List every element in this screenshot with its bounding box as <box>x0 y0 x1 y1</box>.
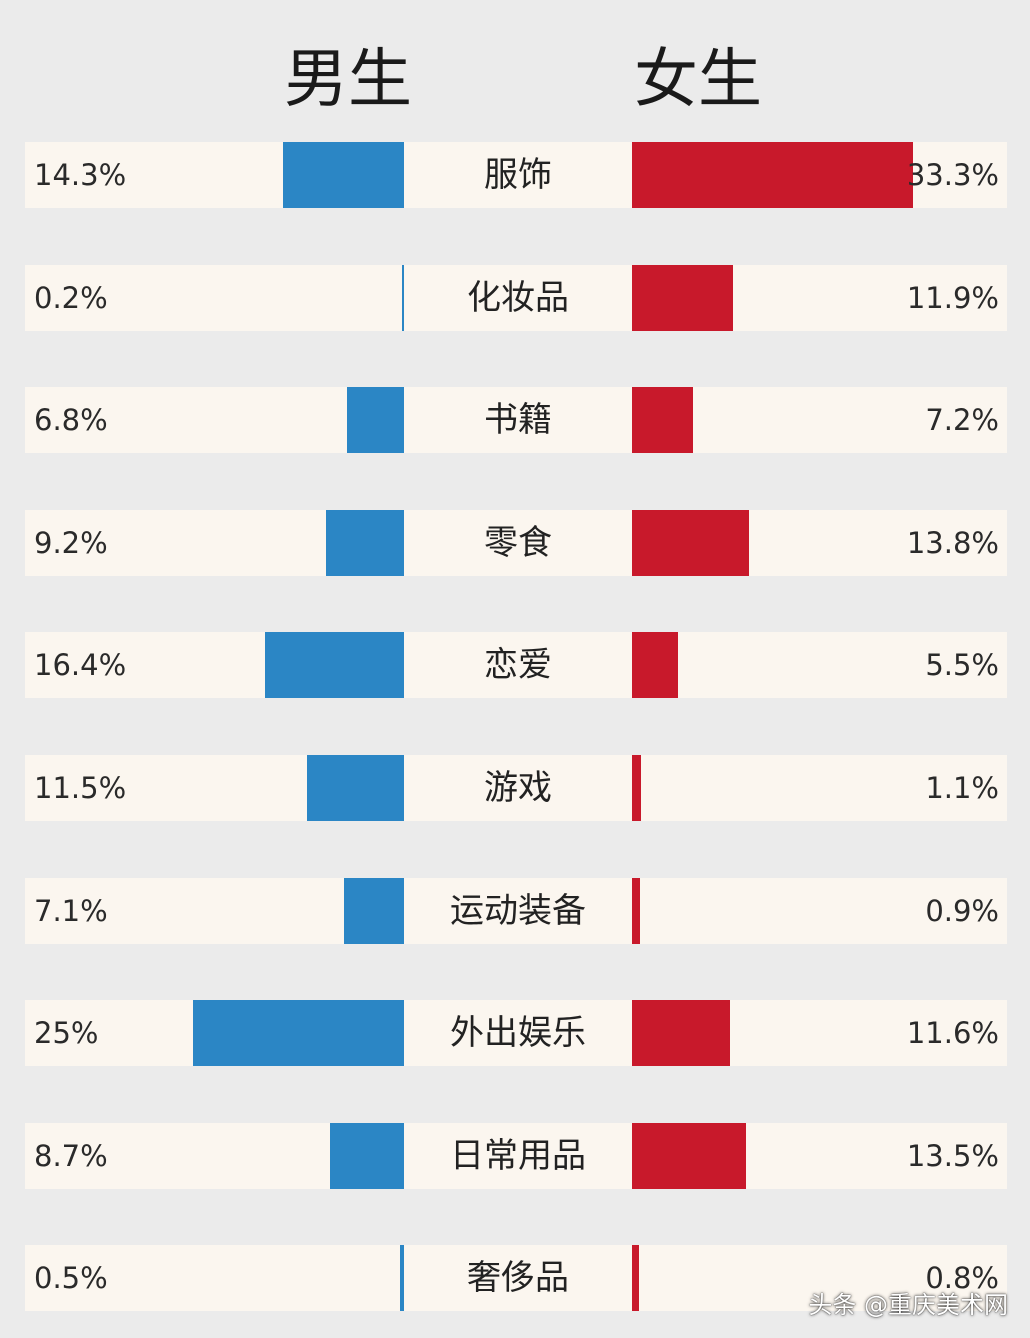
bar-male <box>326 510 404 576</box>
bar-female <box>632 1245 639 1311</box>
chart-row: 9.2% 零食 13.8% <box>25 510 1007 576</box>
category-label: 奢侈品 <box>467 1258 569 1298</box>
value-label-male: 0.2% <box>34 281 108 315</box>
bar-female <box>632 142 914 208</box>
value-label-male: 11.5% <box>34 771 127 805</box>
value-label-female: 13.5% <box>906 1139 999 1173</box>
chart-row: 0.5% 奢侈品 0.8% <box>25 1245 1007 1311</box>
bar-male <box>344 878 404 944</box>
bar-male <box>306 755 404 821</box>
bar-female <box>632 1123 747 1189</box>
category-label: 外出娱乐 <box>450 1013 586 1053</box>
chart-row: 0.2% 化妆品 11.9% <box>25 265 1007 331</box>
bar-female <box>632 510 749 576</box>
value-label-male: 7.1% <box>34 894 108 928</box>
value-label-male: 25% <box>34 1016 99 1050</box>
value-label-female: 7.2% <box>925 403 999 437</box>
category-label: 化妆品 <box>467 278 569 318</box>
chart-row: 11.5% 游戏 1.1% <box>25 755 1007 821</box>
value-label-male: 0.5% <box>34 1261 108 1295</box>
value-label-male: 14.3% <box>34 158 127 192</box>
chart-row: 25% 外出娱乐 11.6% <box>25 1000 1007 1066</box>
value-label-male: 8.7% <box>34 1139 108 1173</box>
bar-male <box>399 1245 404 1311</box>
category-label: 游戏 <box>484 768 552 808</box>
chart-row: 16.4% 恋爱 5.5% <box>25 632 1007 698</box>
legend-male: 男生 <box>284 43 412 117</box>
value-label-female: 13.8% <box>906 526 999 560</box>
category-label: 恋爱 <box>484 645 552 685</box>
value-label-female: 11.6% <box>906 1016 999 1050</box>
bar-male <box>346 387 404 453</box>
bar-male <box>402 265 404 331</box>
value-label-female: 5.5% <box>925 648 999 682</box>
chart-header: 男生 女生 <box>0 28 1030 117</box>
value-label-male: 9.2% <box>34 526 108 560</box>
bar-female <box>632 265 733 331</box>
value-label-female: 0.9% <box>925 894 999 928</box>
chart-row: 8.7% 日常用品 13.5% <box>25 1123 1007 1189</box>
category-label: 服饰 <box>484 155 552 195</box>
value-label-male: 16.4% <box>34 648 127 682</box>
chart-row: 14.3% 服饰 33.3% <box>25 142 1007 208</box>
chart-row: 6.8% 书籍 7.2% <box>25 387 1007 453</box>
value-label-female: 33.3% <box>906 158 999 192</box>
chart-row: 7.1% 运动装备 0.9% <box>25 878 1007 944</box>
bar-female <box>632 878 640 944</box>
bar-male <box>283 142 404 208</box>
category-label: 运动装备 <box>450 891 586 931</box>
bar-male <box>265 632 404 698</box>
bar-male <box>330 1123 404 1189</box>
legend-female: 女生 <box>634 43 762 117</box>
category-label: 书籍 <box>484 400 552 440</box>
bar-female <box>632 755 642 821</box>
watermark: 头条 @重庆美术网 <box>808 1291 1008 1319</box>
value-label-female: 1.1% <box>925 771 999 805</box>
value-label-female: 11.9% <box>906 281 999 315</box>
value-label-female: 0.8% <box>925 1261 999 1295</box>
bar-female <box>632 387 693 453</box>
category-label: 日常用品 <box>450 1136 586 1176</box>
bar-male <box>192 1000 404 1066</box>
value-label-male: 6.8% <box>34 403 108 437</box>
category-label: 零食 <box>484 523 552 563</box>
bar-female <box>632 632 679 698</box>
bar-female <box>632 1000 731 1066</box>
